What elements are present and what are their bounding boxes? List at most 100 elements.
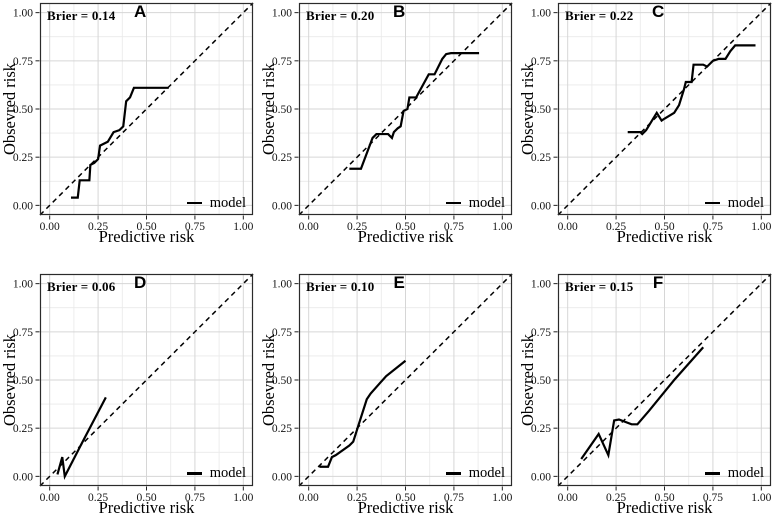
plot-area-f: 0.00 0.00 0.25 0.25 0.50 0.50 0.75 0.75 1.00 1.00… (518, 272, 772, 517)
panel-e: 0.00 0.00 0.25 0.25 0.50 0.50 0.75 0.75 1.00 1.00… (259, 260, 518, 519)
x-tick-label: 1.00 (492, 492, 512, 504)
x-tick-label: 0.75 (185, 492, 205, 504)
x-tick-label: 1.00 (751, 492, 771, 504)
x-tick-label: 0.00 (558, 221, 578, 233)
panel-letter: B (392, 2, 406, 21)
panel-border (298, 273, 513, 486)
y-tick-label: 0.00 (13, 200, 33, 212)
y-tick-label: 0.25 (531, 152, 551, 164)
calibration-chart-f: 0.00 0.00 0.25 0.25 0.50 0.50 0.75 0.75 1.00 1.00 (531, 272, 772, 504)
y-axis-title: Obsevred risk (0, 333, 19, 426)
calibration-chart-d: 0.00 0.00 0.25 0.25 0.50 0.50 0.75 0.75 1.00 1.00 (13, 272, 254, 504)
x-tick-label: 0.00 (299, 492, 319, 504)
model-line (627, 44, 756, 136)
x-axis-title: Predictive risk (357, 497, 454, 517)
panel-letter: C (651, 2, 665, 21)
legend-label: model (727, 194, 764, 211)
calibration-chart-c: 0.00 0.00 0.25 0.25 0.50 0.50 0.75 0.75 1.00 1.00 (531, 2, 772, 233)
y-axis-title: Obsevred risk (259, 333, 278, 426)
y-tick-label: 1.00 (272, 8, 292, 20)
model-line (70, 86, 169, 199)
legend-label: model (209, 194, 246, 211)
x-tick-label: 0.75 (185, 221, 205, 233)
x-tick-label: 0.25 (606, 221, 626, 233)
panel-border (557, 273, 772, 486)
legend-line-sample (704, 201, 720, 204)
calibration-chart-e: 0.00 0.00 0.25 0.25 0.50 0.50 0.75 0.75 1.00 1.00 (272, 272, 513, 504)
y-tick-label: 0.75 (13, 326, 33, 338)
y-tick-label: 0.25 (272, 423, 292, 435)
panel-f: 0.00 0.00 0.25 0.25 0.50 0.50 0.75 0.75 1.00 1.00… (518, 260, 777, 519)
y-tick-label: 1.00 (531, 8, 551, 20)
y-tick-label: 1.00 (13, 8, 33, 20)
panel-d: 0.00 0.00 0.25 0.25 0.50 0.50 0.75 0.75 1.00 1.00… (0, 260, 259, 519)
x-tick-label: 0.50 (654, 492, 674, 504)
y-tick-label: 0.50 (13, 375, 33, 387)
x-tick-label: 0.50 (136, 221, 156, 233)
x-tick-label: 0.25 (347, 492, 367, 504)
legend-line-sample (445, 201, 461, 204)
brier-annotation: Brier = 0.06 (47, 278, 116, 294)
calibration-chart-b: 0.00 0.00 0.25 0.25 0.50 0.50 0.75 0.75 1.00 1.00 (272, 2, 513, 233)
y-tick-label: 0.75 (531, 326, 551, 338)
y-tick-label: 0.25 (531, 423, 551, 435)
y-tick-label: 0.75 (531, 56, 551, 68)
y-tick-label: 0.50 (531, 375, 551, 387)
brier-annotation: Brier = 0.20 (306, 8, 375, 23)
plot-area-d: 0.00 0.00 0.25 0.25 0.50 0.50 0.75 0.75 1.00 1.00… (0, 272, 254, 517)
legend-label: model (468, 194, 505, 211)
brier-annotation: Brier = 0.15 (565, 278, 634, 294)
legend-line-sample (186, 472, 202, 475)
panel-letter: A (133, 2, 147, 21)
plot-area-b: 0.00 0.00 0.25 0.25 0.50 0.50 0.75 0.75 1.00 1.00… (259, 2, 513, 246)
legend: model (186, 194, 246, 211)
legend-label: model (727, 465, 764, 481)
legend-label: model (209, 465, 246, 481)
x-axis-title: Predictive risk (616, 497, 713, 517)
y-tick-label: 0.75 (272, 56, 292, 68)
y-tick-label: 0.50 (13, 104, 33, 116)
y-tick-label: 0.00 (531, 471, 551, 483)
legend: model (445, 465, 505, 481)
x-tick-label: 0.25 (88, 221, 108, 233)
y-tick-label: 1.00 (13, 278, 33, 290)
y-axis-title: Obsevred risk (259, 62, 278, 156)
legend-label: model (468, 465, 505, 481)
plot-area-c: 0.00 0.00 0.25 0.25 0.50 0.50 0.75 0.75 1.00 1.00… (518, 2, 772, 246)
y-tick-label: 0.00 (531, 200, 551, 212)
y-tick-label: 1.00 (272, 278, 292, 290)
model-line (319, 359, 407, 468)
y-tick-label: 0.00 (272, 200, 292, 212)
x-tick-label: 1.00 (751, 221, 771, 233)
y-tick-label: 0.25 (13, 423, 33, 435)
x-tick-label: 0.25 (88, 492, 108, 504)
x-tick-label: 0.50 (395, 221, 415, 233)
legend-line-sample (186, 201, 202, 204)
y-tick-label: 0.00 (13, 471, 33, 483)
x-tick-label: 1.00 (233, 221, 253, 233)
y-tick-label: 0.50 (531, 104, 551, 116)
x-tick-label: 0.25 (347, 221, 367, 233)
legend: model (186, 465, 246, 481)
x-tick-label: 0.50 (395, 492, 415, 504)
x-axis-title: Predictive risk (616, 227, 713, 246)
model-line (580, 346, 705, 460)
y-tick-label: 0.75 (272, 326, 292, 338)
model-line (56, 396, 107, 480)
x-tick-label: 0.75 (444, 492, 464, 504)
panel-b: 0.00 0.00 0.25 0.25 0.50 0.50 0.75 0.75 1.00 1.00… (259, 0, 518, 260)
model-line (349, 52, 480, 170)
panel-border (557, 2, 772, 216)
x-tick-label: 0.50 (136, 492, 156, 504)
panel-border (39, 2, 254, 216)
y-axis-title: Obsevred risk (518, 333, 537, 426)
brier-annotation: Brier = 0.10 (306, 278, 375, 294)
calibration-chart-a: 0.00 0.00 0.25 0.25 0.50 0.50 0.75 0.75 1.00 1.00 (13, 2, 254, 233)
x-tick-label: 0.00 (40, 492, 60, 504)
legend-line-sample (704, 472, 720, 475)
plot-area-a: 0.00 0.00 0.25 0.25 0.50 0.50 0.75 0.75 1.00 1.00… (0, 2, 254, 246)
y-tick-label: 0.50 (272, 104, 292, 116)
x-tick-label: 0.75 (444, 221, 464, 233)
panel-letter: F (652, 272, 664, 292)
